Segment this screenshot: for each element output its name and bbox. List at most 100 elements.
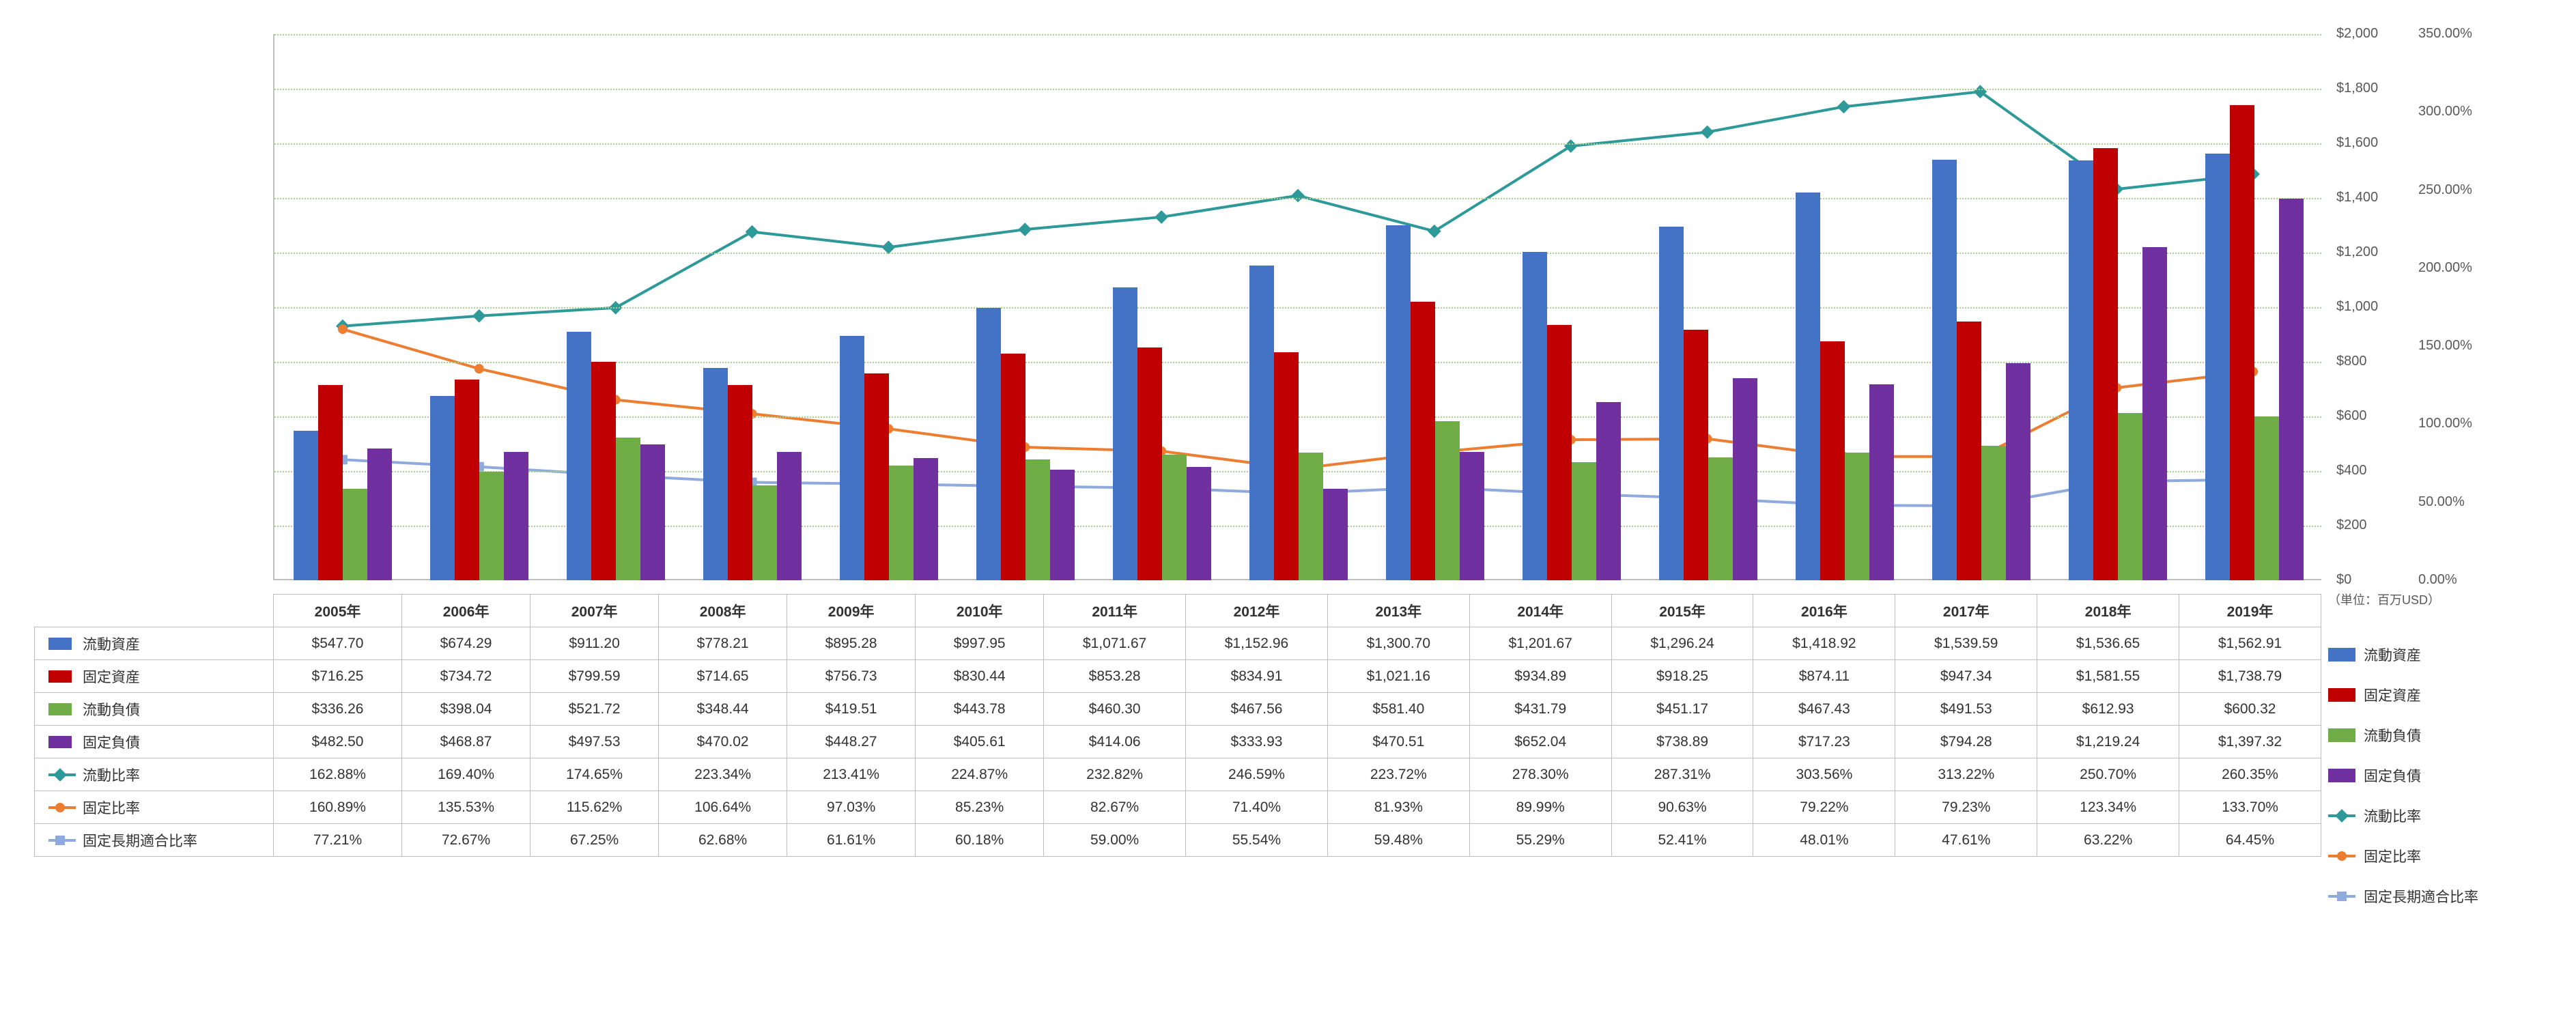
table-cell: $497.53 bbox=[530, 726, 659, 758]
table-cell: $778.21 bbox=[659, 627, 787, 660]
table-cell: 59.00% bbox=[1044, 824, 1186, 857]
marker-current_ratio bbox=[1564, 139, 1578, 153]
table-cell: $1,021.16 bbox=[1327, 660, 1469, 693]
table-cell: 81.93% bbox=[1327, 791, 1469, 824]
y-left-tick: $1,800 bbox=[2336, 81, 2378, 96]
swatch-box bbox=[48, 638, 72, 650]
bar-current_liab bbox=[1845, 453, 1869, 580]
swatch-box bbox=[48, 736, 72, 748]
bar-current_liab bbox=[2118, 413, 2142, 580]
table-row: 固定資産$716.25$734.72$799.59$714.65$756.73$… bbox=[35, 660, 2321, 693]
table-cell: 232.82% bbox=[1044, 758, 1186, 791]
table-row: 固定長期適合比率77.21%72.67%67.25%62.68%61.61%60… bbox=[35, 824, 2321, 857]
y-right-tick: 350.00% bbox=[2418, 26, 2472, 42]
swatch-box bbox=[48, 670, 72, 683]
bar-current_liab bbox=[1435, 421, 1460, 580]
table-cell: $853.28 bbox=[1044, 660, 1186, 693]
table-cell: 246.59% bbox=[1186, 758, 1328, 791]
year-header: 2016年 bbox=[1753, 595, 1895, 627]
table-cell: $918.25 bbox=[1611, 660, 1753, 693]
bar-fixed_assets bbox=[2230, 105, 2254, 580]
row-label: 流動負債 bbox=[83, 702, 140, 718]
bar-current_assets bbox=[1796, 193, 1820, 580]
legend-swatch-box bbox=[2328, 728, 2355, 742]
table-cell: $756.73 bbox=[787, 660, 916, 693]
bar-fixed_assets bbox=[864, 373, 889, 580]
swatch-circle bbox=[55, 803, 65, 812]
legend-swatch-box bbox=[2328, 769, 2355, 782]
table-cell: $674.29 bbox=[402, 627, 530, 660]
table-cell: $794.28 bbox=[1895, 726, 2037, 758]
table-cell: $799.59 bbox=[530, 660, 659, 693]
bar-current_assets bbox=[1113, 287, 1137, 580]
plot-area: $0$200$400$600$800$1,000$1,200$1,400$1,6… bbox=[273, 34, 2321, 580]
table-cell: 79.23% bbox=[1895, 791, 2037, 824]
bar-fixed_assets bbox=[1137, 347, 1162, 580]
marker-current_ratio bbox=[1291, 189, 1305, 203]
legend-swatch-line bbox=[2328, 849, 2355, 863]
marker-current_ratio bbox=[1018, 223, 1032, 236]
row-header: 流動負債 bbox=[35, 693, 274, 726]
bar-fixed_liab bbox=[1323, 489, 1348, 580]
gridline bbox=[274, 143, 2321, 145]
row-header: 固定長期適合比率 bbox=[35, 824, 274, 857]
bar-current_liab bbox=[343, 489, 367, 581]
table-cell: $874.11 bbox=[1753, 660, 1895, 693]
table-cell: $468.87 bbox=[402, 726, 530, 758]
table-cell: 162.88% bbox=[274, 758, 402, 791]
table-cell: $717.23 bbox=[1753, 726, 1895, 758]
marker-current_ratio bbox=[1155, 210, 1168, 224]
table-cell: $467.43 bbox=[1753, 693, 1895, 726]
bar-current_liab bbox=[1025, 459, 1050, 581]
bar-fixed_liab bbox=[777, 452, 802, 580]
year-header: 2013年 bbox=[1327, 595, 1469, 627]
table-cell: 97.03% bbox=[787, 791, 916, 824]
bar-current_assets bbox=[1932, 160, 1957, 580]
table-row: 固定負債$482.50$468.87$497.53$470.02$448.27$… bbox=[35, 726, 2321, 758]
bar-fixed_assets bbox=[1820, 341, 1845, 580]
row-header: 流動比率 bbox=[35, 758, 274, 791]
table-cell: 48.01% bbox=[1753, 824, 1895, 857]
table-cell: 72.67% bbox=[402, 824, 530, 857]
table-cell: 71.40% bbox=[1186, 791, 1328, 824]
row-label: 固定負債 bbox=[83, 735, 140, 751]
bar-current_assets bbox=[1659, 227, 1684, 580]
bar-fixed_assets bbox=[455, 380, 479, 580]
table-cell: 61.61% bbox=[787, 824, 916, 857]
bar-fixed_assets bbox=[1274, 352, 1299, 580]
table-cell: $1,539.59 bbox=[1895, 627, 2037, 660]
table-cell: 174.65% bbox=[530, 758, 659, 791]
table-cell: $521.72 bbox=[530, 693, 659, 726]
y-right-tick: 0.00% bbox=[2418, 572, 2457, 588]
table-cell: 63.22% bbox=[2037, 824, 2179, 857]
unit-label: （単位：百万USD） bbox=[2328, 591, 2440, 608]
y-right-tick: 300.00% bbox=[2418, 104, 2472, 119]
legend-item: 流動比率 bbox=[2328, 795, 2560, 836]
legend-label: 固定長期適合比率 bbox=[2364, 886, 2478, 907]
legend-item: 固定負債 bbox=[2328, 755, 2560, 795]
table-cell: 303.56% bbox=[1753, 758, 1895, 791]
table-cell: 169.40% bbox=[402, 758, 530, 791]
row-header: 固定負債 bbox=[35, 726, 274, 758]
table-row: 流動負債$336.26$398.04$521.72$348.44$419.51$… bbox=[35, 693, 2321, 726]
table-cell: 89.99% bbox=[1469, 791, 1611, 824]
y-left-tick: $800 bbox=[2336, 354, 2367, 369]
bar-current_liab bbox=[1162, 455, 1187, 580]
bar-current_assets bbox=[2069, 160, 2093, 580]
table-cell: 67.25% bbox=[530, 824, 659, 857]
table-cell: $1,152.96 bbox=[1186, 627, 1328, 660]
table-cell: 59.48% bbox=[1327, 824, 1469, 857]
table-cell: 213.41% bbox=[787, 758, 916, 791]
y-left-tick: $200 bbox=[2336, 517, 2367, 533]
bar-fixed_liab bbox=[640, 444, 665, 580]
y-right-tick: 200.00% bbox=[2418, 260, 2472, 276]
y-left-tick: $1,400 bbox=[2336, 190, 2378, 205]
table-cell: $1,296.24 bbox=[1611, 627, 1753, 660]
bar-fixed_assets bbox=[1411, 302, 1435, 580]
bar-current_assets bbox=[1386, 225, 1411, 580]
table-cell: 55.29% bbox=[1469, 824, 1611, 857]
legend-item: 流動負債 bbox=[2328, 715, 2560, 755]
table-cell: $1,536.65 bbox=[2037, 627, 2179, 660]
legend-item: 固定比率 bbox=[2328, 836, 2560, 876]
legend-label: 固定比率 bbox=[2364, 846, 2421, 866]
